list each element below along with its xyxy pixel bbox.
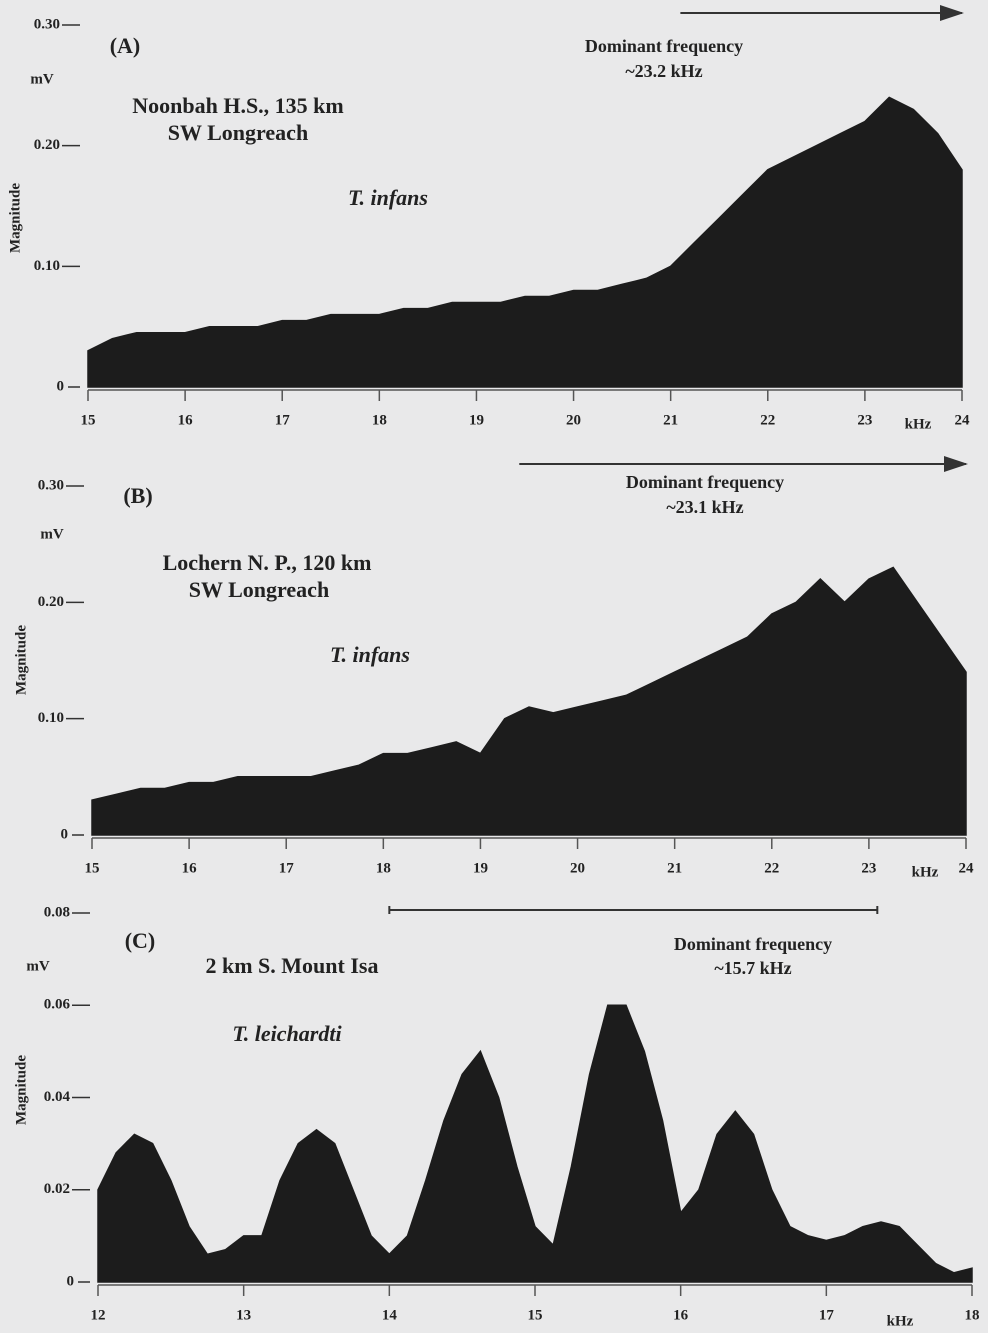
x-tick-label: 18	[372, 412, 387, 428]
x-tick-label: 21	[663, 412, 678, 428]
x-tick-label: 14	[382, 1307, 398, 1323]
x-tick-label: 22	[764, 860, 779, 876]
site-label: SW Longreach	[168, 120, 308, 145]
spectrum-area	[91, 566, 967, 836]
x-tick-label: 15	[85, 860, 100, 876]
annotation: Dominant frequency	[674, 934, 832, 954]
panel-label: (A)	[110, 33, 141, 58]
x-tick-label: 24	[959, 860, 975, 876]
x-tick-label: 23	[857, 412, 872, 428]
site-label: Lochern N. P., 120 km	[163, 550, 372, 575]
x-unit: kHz	[912, 864, 939, 880]
y-axis-label: Magnitude	[7, 183, 23, 253]
annotation: Dominant frequency	[585, 36, 743, 56]
x-tick-label: 16	[182, 860, 198, 876]
site-label: SW Longreach	[189, 577, 329, 602]
x-tick-label: 18	[376, 860, 391, 876]
site-label: Noonbah H.S., 135 km	[132, 93, 344, 118]
spectrum-area	[87, 96, 963, 388]
panel-label: (C)	[125, 928, 156, 953]
x-tick-label: 19	[469, 412, 484, 428]
x-tick-label: 21	[667, 860, 682, 876]
y-axis-label: Magnitude	[13, 1055, 29, 1125]
x-tick-label: 17	[275, 412, 291, 428]
y-unit: mV	[30, 71, 53, 87]
annotation: ~23.1 kHz	[666, 497, 743, 517]
y-tick-label: 0	[61, 826, 69, 842]
x-tick-label: 20	[566, 412, 581, 428]
y-tick-label: 0.08	[44, 904, 70, 920]
y-tick-label: 0.06	[44, 997, 71, 1013]
x-tick-label: 19	[473, 860, 488, 876]
y-tick-label: 0.10	[34, 258, 60, 274]
spectrum-area	[97, 1004, 973, 1283]
x-tick-label: 12	[91, 1307, 106, 1323]
y-tick-label: 0.30	[34, 16, 60, 32]
x-tick-label: 15	[528, 1307, 543, 1323]
x-tick-label: 16	[178, 412, 194, 428]
y-tick-label: 0.10	[38, 710, 64, 726]
x-tick-label: 20	[570, 860, 585, 876]
y-unit: mV	[26, 958, 49, 974]
x-unit: kHz	[905, 416, 932, 432]
y-tick-label: 0.20	[34, 137, 60, 153]
y-tick-label: 0.30	[38, 477, 64, 493]
y-axis-label: Magnitude	[13, 625, 29, 695]
x-tick-label: 24	[955, 412, 971, 428]
panel-label: (B)	[123, 483, 152, 508]
annotation: ~15.7 kHz	[714, 958, 791, 978]
y-tick-label: 0	[67, 1273, 75, 1289]
x-tick-label: 16	[673, 1307, 689, 1323]
y-tick-label: 0.04	[44, 1089, 71, 1105]
y-tick-label: 0	[57, 378, 65, 394]
x-tick-label: 22	[760, 412, 775, 428]
x-unit: kHz	[887, 1313, 914, 1329]
x-tick-label: 15	[81, 412, 96, 428]
species-label: T. leichardti	[232, 1021, 342, 1046]
annotation: ~23.2 kHz	[625, 61, 702, 81]
species-label: T. infans	[330, 642, 410, 667]
x-tick-label: 13	[236, 1307, 251, 1323]
site-label: 2 km S. Mount Isa	[206, 953, 379, 978]
species-label: T. infans	[348, 185, 428, 210]
y-tick-label: 0.20	[38, 594, 64, 610]
annotation: Dominant frequency	[626, 472, 784, 492]
y-tick-label: 0.02	[44, 1181, 70, 1197]
x-tick-label: 17	[279, 860, 295, 876]
x-tick-label: 23	[861, 860, 876, 876]
x-tick-label: 18	[965, 1307, 980, 1323]
x-tick-label: 17	[819, 1307, 835, 1323]
y-unit: mV	[40, 526, 63, 542]
